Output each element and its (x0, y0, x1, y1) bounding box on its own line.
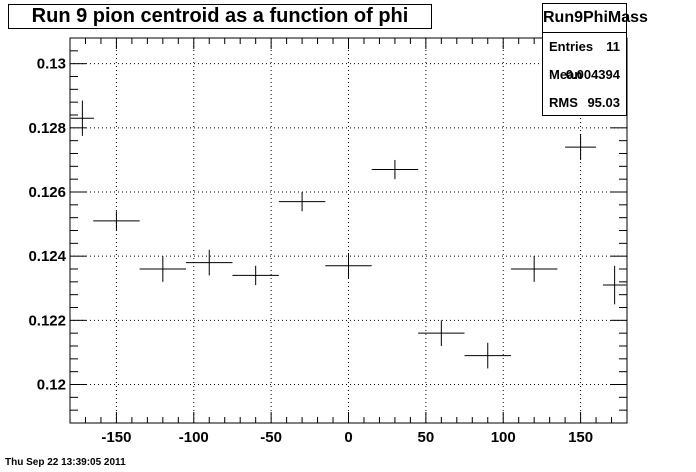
stats-value: 0.004394 (565, 67, 620, 82)
y-tick-label: 0.12 (37, 377, 66, 394)
stats-value: 95.03 (587, 95, 620, 110)
stats-row-rms: RMS 95.03 (543, 89, 626, 117)
x-tick-label: 100 (491, 429, 516, 446)
data-point (464, 342, 511, 369)
stats-row-entries: Entries 11 (543, 33, 626, 61)
stats-label: Mean (549, 67, 583, 82)
x-tick-label: 50 (418, 429, 435, 446)
data-point (70, 100, 94, 136)
stats-value: 11 (606, 39, 620, 54)
y-tick-label: 0.122 (28, 312, 66, 329)
stats-label: Entries (549, 39, 594, 54)
x-tick-label: 150 (568, 429, 593, 446)
data-point (278, 192, 326, 212)
x-tick-label: -100 (179, 429, 209, 446)
data-point (371, 159, 419, 180)
stats-label: RMS (549, 95, 578, 110)
data-points (70, 100, 627, 369)
data-point (232, 265, 279, 286)
x-tick-label: -150 (101, 429, 131, 446)
data-point (603, 265, 627, 305)
data-point (565, 134, 597, 160)
stats-box: Run9PhiMass Entries 11 Mean 0.004394 RMS… (542, 3, 648, 117)
y-tick-label: 0.124 (28, 248, 66, 265)
stats-row-mean: Mean 0.004394 (543, 61, 626, 89)
data-point (93, 211, 140, 231)
data-point (510, 256, 558, 282)
y-tick-label: 0.128 (28, 120, 66, 137)
y-tick-label: 0.13 (37, 56, 66, 73)
stats-title: Run9PhiMass (543, 4, 648, 33)
y-tick-label: 0.126 (28, 184, 66, 201)
timestamp: Thu Sep 22 13:39:05 2011 (5, 457, 126, 468)
data-point (139, 256, 187, 282)
axes: -150 -100 -50 0 50 100 150 0.12 0.122 0.124 0.126 0… (28, 37, 628, 446)
data-point (325, 252, 372, 279)
data-point (186, 249, 233, 276)
x-tick-label: -50 (260, 429, 282, 446)
x-tick-label: 0 (344, 429, 352, 446)
data-point (418, 320, 465, 346)
page-title: Run 9 pion centroid as a function of phi (8, 4, 432, 29)
